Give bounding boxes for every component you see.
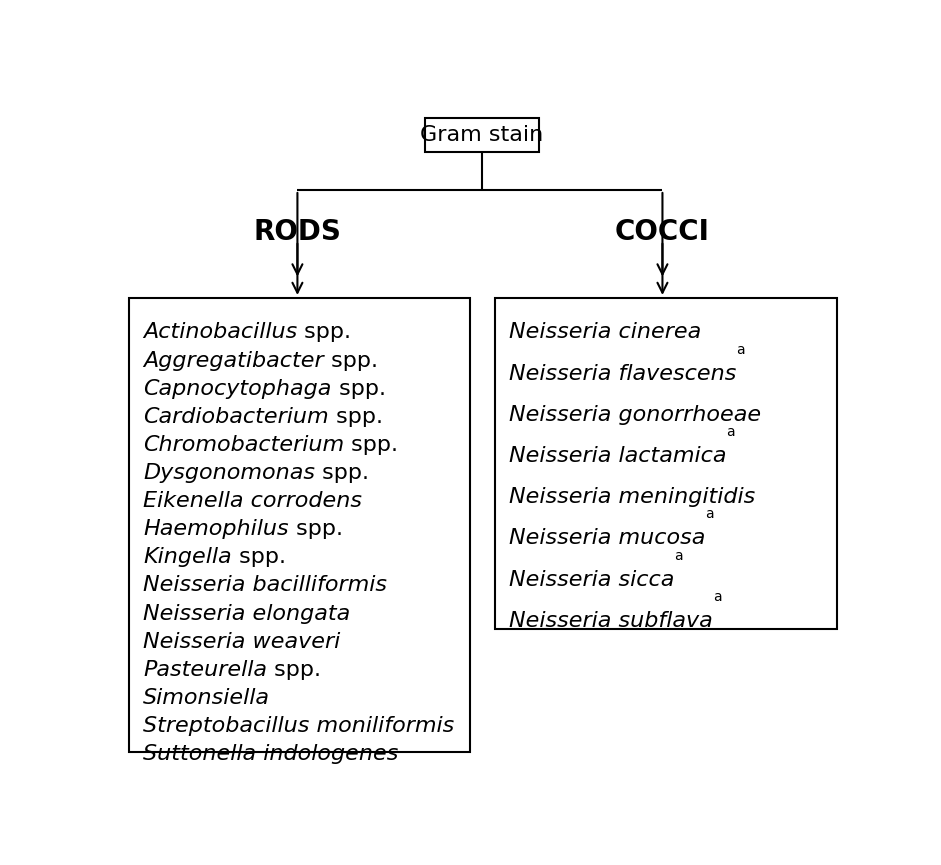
Text: a: a [712, 590, 722, 604]
Text: Haemophilus: Haemophilus [143, 519, 289, 539]
Text: spp.: spp. [231, 548, 286, 567]
Text: Neisseria cinerea: Neisseria cinerea [509, 323, 701, 343]
Text: Streptobacillus moniliformis: Streptobacillus moniliformis [143, 716, 455, 736]
Text: a: a [726, 425, 735, 439]
Text: Actinobacillus: Actinobacillus [143, 323, 297, 343]
Text: Kingella: Kingella [143, 548, 231, 567]
Text: spp.: spp. [297, 323, 351, 343]
Text: RODS: RODS [253, 218, 342, 246]
Text: Neisseria lactamica: Neisseria lactamica [509, 446, 726, 466]
Bar [129, 298, 470, 753]
Bar [495, 298, 837, 629]
Text: Cardiobacterium: Cardiobacterium [143, 407, 328, 426]
Text: Suttonella indologenes: Suttonella indologenes [143, 744, 399, 764]
Text: a: a [706, 508, 714, 522]
Text: COCCI: COCCI [615, 218, 710, 246]
Text: Chromobacterium: Chromobacterium [143, 435, 344, 455]
Text: Neisseria sicca: Neisseria sicca [509, 570, 675, 590]
Text: Neisseria gonorrhoeae: Neisseria gonorrhoeae [509, 405, 761, 425]
Text: Neisseria flavescens: Neisseria flavescens [509, 363, 737, 384]
Text: Aggregatibacter: Aggregatibacter [143, 350, 324, 370]
Text: Gram stain: Gram stain [421, 125, 544, 144]
Text: Capnocytophaga: Capnocytophaga [143, 379, 331, 399]
Text: Simonsiella: Simonsiella [143, 688, 270, 708]
Text: Dysgonomonas: Dysgonomonas [143, 463, 315, 483]
Text: Neisseria mucosa: Neisseria mucosa [509, 529, 706, 548]
Text: a: a [675, 548, 683, 562]
Text: Neisseria elongata: Neisseria elongata [143, 604, 350, 624]
Text: Pasteurella: Pasteurella [143, 660, 267, 680]
Bar [424, 118, 539, 151]
Text: spp.: spp. [289, 519, 343, 539]
Text: spp.: spp. [315, 463, 369, 483]
Text: Neisseria subflava: Neisseria subflava [509, 611, 712, 631]
Text: spp.: spp. [331, 379, 386, 399]
Text: Eikenella corrodens: Eikenella corrodens [143, 491, 362, 511]
Text: spp.: spp. [324, 350, 378, 370]
Text: spp.: spp. [344, 435, 398, 455]
Text: Neisseria weaveri: Neisseria weaveri [143, 631, 341, 651]
Text: Neisseria meningitidis: Neisseria meningitidis [509, 487, 756, 507]
Text: spp.: spp. [328, 407, 383, 426]
Text: Neisseria bacilliformis: Neisseria bacilliformis [143, 575, 387, 595]
Text: spp.: spp. [267, 660, 321, 680]
Text: a: a [737, 343, 745, 356]
